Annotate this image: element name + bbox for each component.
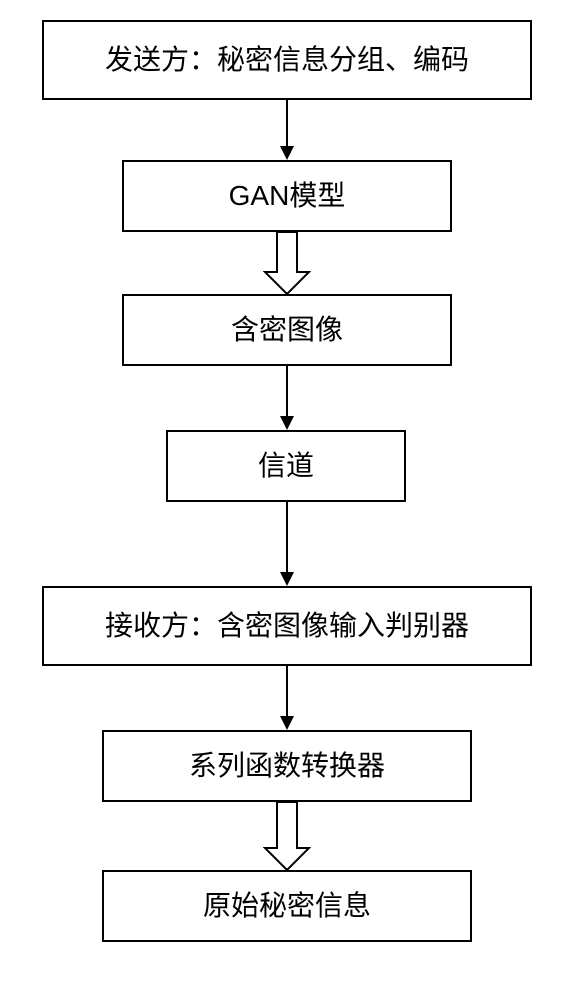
flow-arrow-n1-n2 bbox=[278, 100, 296, 160]
flow-node-label: 信道 bbox=[258, 448, 314, 484]
flow-node-n3: 含密图像 bbox=[122, 294, 452, 366]
flow-node-label: 接收方：含密图像输入判别器 bbox=[105, 608, 469, 644]
flow-arrow-n4-n5 bbox=[278, 502, 296, 586]
flow-node-label: 含密图像 bbox=[231, 312, 343, 348]
flow-node-n1: 发送方：秘密信息分组、编码 bbox=[42, 20, 532, 100]
flow-node-label: 系列函数转换器 bbox=[189, 748, 385, 784]
flow-arrow-n6-n7 bbox=[263, 802, 311, 870]
flow-node-n4: 信道 bbox=[166, 430, 406, 502]
flow-node-label: 发送方：秘密信息分组、编码 bbox=[105, 42, 469, 78]
flow-node-n6: 系列函数转换器 bbox=[102, 730, 472, 802]
flowchart-canvas: 发送方：秘密信息分组、编码 GAN模型含密图像信道接收方：含密图像输入判别器系列函… bbox=[0, 0, 574, 1000]
flow-arrow-n3-n4 bbox=[278, 366, 296, 430]
flow-arrow-n2-n3 bbox=[263, 232, 311, 294]
flow-node-n5: 接收方：含密图像输入判别器 bbox=[42, 586, 532, 666]
flow-node-n2: GAN模型 bbox=[122, 160, 452, 232]
flow-node-label: GAN模型 bbox=[229, 178, 346, 214]
flow-node-label: 原始秘密信息 bbox=[203, 888, 371, 924]
flow-arrow-n5-n6 bbox=[278, 666, 296, 730]
flow-node-n7: 原始秘密信息 bbox=[102, 870, 472, 942]
